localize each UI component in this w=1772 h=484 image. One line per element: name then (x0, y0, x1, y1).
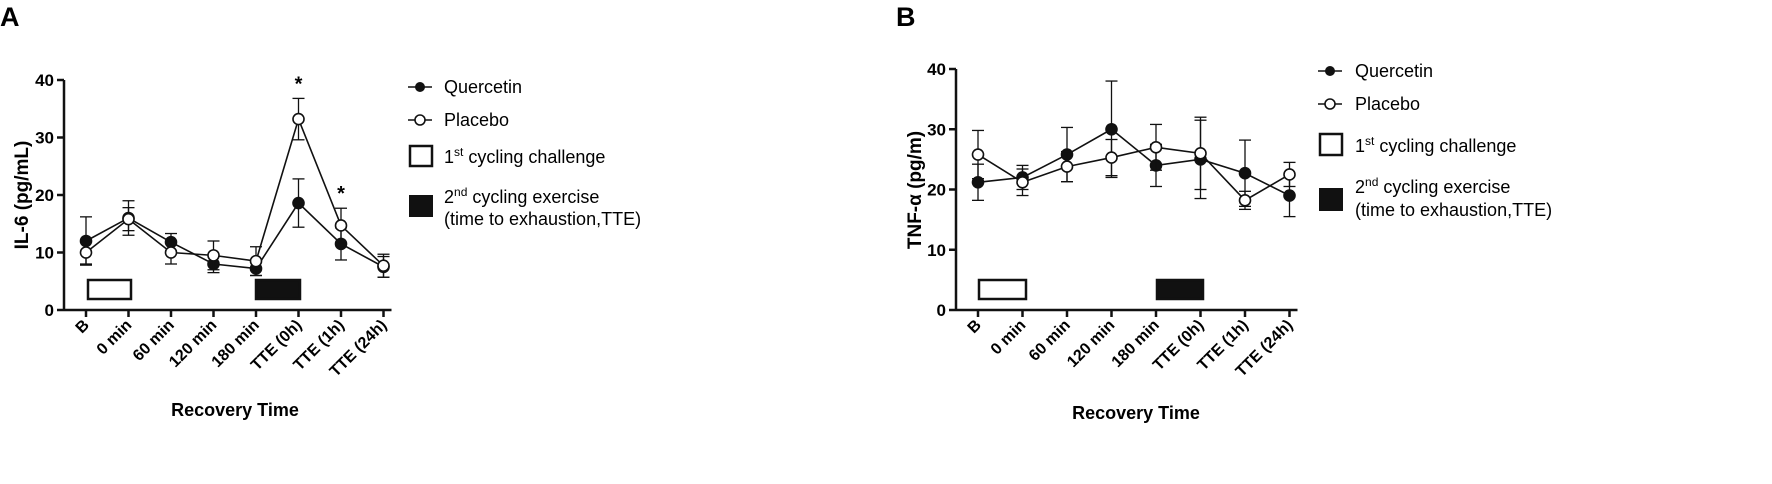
panel-a-y-tick-label: 0 (45, 301, 54, 320)
panel-a-placebo-point (207, 249, 220, 262)
panel-b-x-tick-label: B (965, 317, 985, 337)
panel-b-quercetin-line (977, 128, 1290, 197)
panel-a-placebo-point (122, 212, 135, 226)
legend-filled-box-icon (409, 195, 433, 217)
panel-a-letter: A (0, 2, 20, 32)
legend-placebo-marker (414, 114, 426, 126)
legend-second-exercise: 2nd cycling exercise (time to exhaustion… (409, 185, 641, 229)
panel-b-placebo-point (1238, 194, 1252, 207)
panel-b-first-challenge-bar (977, 278, 1028, 301)
panel-b-quercetin-point (1283, 189, 1296, 202)
panel-a-placebo-point (79, 246, 93, 259)
panel-b-placebo-point (1194, 147, 1207, 160)
panel-a-placebo-point (249, 254, 263, 268)
panel-b-legend: Quercetin Placebo 1st cycling challenge … (1318, 61, 1552, 220)
panel-a-y-tick-label: 40 (35, 71, 54, 90)
panel-a-y-tick-label: 20 (35, 186, 54, 205)
legend-first-challenge: 1st cycling challenge (408, 144, 605, 168)
panel-b-x-label: Recovery Time (1072, 403, 1200, 423)
panel-b-y-tick-label: 30 (927, 120, 946, 139)
panel-b-y-tick-label: 20 (927, 181, 946, 200)
panel-a-significance-marker: * (295, 73, 303, 95)
panel-b-placebo-point (1283, 168, 1296, 181)
legend-second-exercise-label: 2nd cycling exercise (444, 185, 599, 207)
legend-placebo: Placebo (408, 110, 509, 130)
panel-a-y-tick-label: 10 (35, 244, 54, 263)
legend-quercetin-marker (415, 82, 425, 92)
panel-b-placebo-point (971, 148, 985, 161)
legend-quercetin-label: Quercetin (1355, 61, 1433, 81)
panel-b-placebo-line (977, 146, 1290, 202)
panel-a-y-label: IL-6 (pg/mL) (12, 141, 33, 250)
legend-open-box-icon (1318, 132, 1344, 157)
legend-quercetin-marker (1325, 66, 1335, 76)
panel-b-placebo-point (1016, 175, 1029, 189)
panel-b-quercetin-point (1238, 166, 1252, 180)
panel-a-placebo-line (85, 116, 385, 267)
panel-b-placebo-point (1149, 141, 1163, 154)
panel-b-y-tick-label: 0 (937, 301, 946, 320)
panel-a-placebo-point (334, 219, 348, 232)
panel-b-second-exercise-bar (1155, 278, 1205, 301)
panel-a-y-tick-label: 30 (35, 129, 54, 148)
panel-a-x-label: Recovery Time (171, 400, 299, 420)
legend-placebo: Placebo (1318, 94, 1420, 114)
legend-placebo-marker (1324, 98, 1336, 110)
panel-a-first-challenge-bar (86, 278, 133, 301)
panel-b-quercetin-point (1105, 122, 1118, 136)
legend-open-box-icon (408, 144, 434, 168)
legend-filled-box-icon (1319, 188, 1343, 211)
panel-b-letter: B (896, 2, 916, 32)
panel-b-y-label: TNF-α (pg/m) (905, 131, 926, 249)
panel-b-x-tick-label: 0 min (988, 317, 1030, 359)
panel-b-x-tick-label: 120 min (1064, 317, 1118, 371)
legend-quercetin: Quercetin (1318, 61, 1433, 81)
panel-a-second-exercise-bar (254, 278, 302, 301)
panel-a-significance-marker: * (337, 183, 345, 205)
legend-first-challenge: 1st cycling challenge (1318, 132, 1516, 157)
panel-a-quercetin-line (85, 201, 384, 270)
legend-second-exercise-label-line2: (time to exhaustion,TTE) (1355, 200, 1552, 220)
legend-second-exercise-label-line2: (time to exhaustion,TTE) (444, 209, 641, 229)
legend-placebo-label: Placebo (1355, 94, 1420, 114)
panel-a-placebo-point (164, 246, 178, 259)
legend-first-challenge-label: 1st cycling challenge (444, 145, 605, 167)
legend-second-exercise-label: 2nd cycling exercise (1355, 175, 1510, 197)
panel-b-placebo-point (1060, 160, 1074, 173)
legend-first-challenge-label: 1st cycling challenge (1355, 134, 1516, 156)
panel-a-quercetin-point (292, 196, 305, 210)
panel-a-x-tick-label: B (73, 317, 93, 337)
legend-quercetin: Quercetin (408, 77, 522, 97)
panel-a-placebo-point (377, 259, 390, 273)
panel-a-placebo-point (292, 112, 305, 126)
panel-b-y-tick-label: 10 (927, 241, 946, 260)
panel-b-y-tick-label: 40 (927, 60, 946, 79)
legend-placebo-label: Placebo (444, 110, 509, 130)
panel-b-placebo-point (1105, 151, 1118, 164)
legend-quercetin-label: Quercetin (444, 77, 522, 97)
panel-a-legend: Quercetin Placebo 1st cycling challenge … (408, 77, 641, 229)
legend-second-exercise: 2nd cycling exercise (time to exhaustion… (1319, 175, 1552, 220)
